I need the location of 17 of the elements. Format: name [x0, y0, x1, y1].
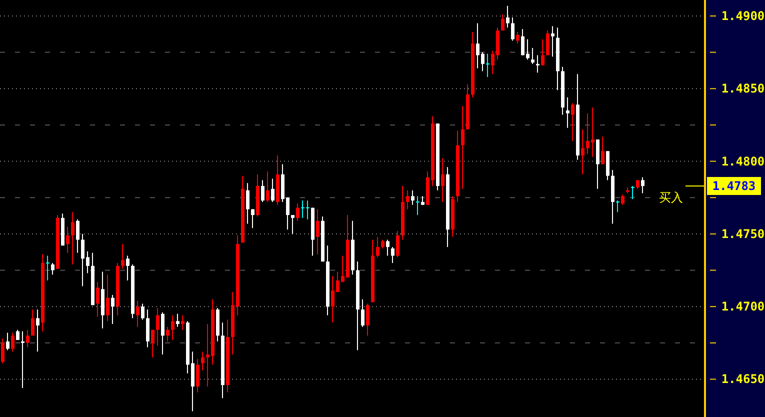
candlestick	[486, 54, 490, 78]
candlestick	[536, 55, 540, 73]
candlestick	[566, 97, 570, 128]
y-tick-label: 1.4750	[721, 226, 765, 241]
candlestick	[46, 256, 50, 280]
candlestick	[631, 186, 634, 200]
candlestick	[551, 26, 554, 57]
ref-line-label: 1.4783	[712, 178, 756, 193]
y-tick-label: 1.4800	[721, 154, 765, 168]
y-tick-label: 1.4700	[721, 300, 765, 314]
y-tick-label: 1.4900	[721, 8, 765, 23]
candlestick	[616, 200, 620, 212]
candlestick	[21, 331, 24, 388]
candlestick	[416, 196, 420, 216]
y-tick-label: 1.4850	[721, 82, 765, 96]
y-tick-label: 1.4650	[721, 372, 765, 386]
annotation: 买入	[659, 190, 683, 205]
